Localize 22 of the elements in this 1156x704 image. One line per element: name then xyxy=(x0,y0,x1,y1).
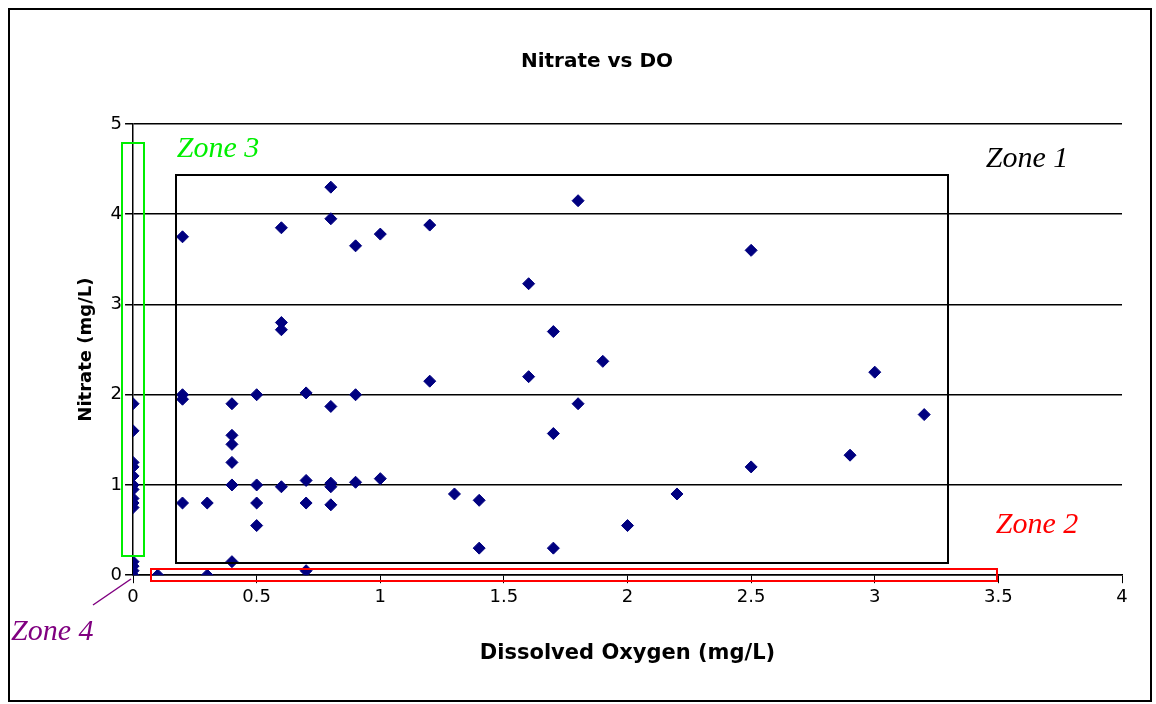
y-tick-label: 0 xyxy=(110,562,123,584)
y-tick-label: 1 xyxy=(110,472,123,494)
x-tick-label: 2 xyxy=(621,584,634,606)
annotation: Zone 1 xyxy=(985,139,1069,173)
y-tick-label: 4 xyxy=(110,201,123,223)
y-tick-label: 3 xyxy=(110,292,123,314)
x-tick-label: 4 xyxy=(1116,584,1128,606)
chart-title: Nitrate vs DO xyxy=(520,48,674,73)
x-tick-label: 2.5 xyxy=(736,584,766,606)
y-tick-label: 2 xyxy=(110,382,123,404)
y-axis-title: Nitrate (mg/L) xyxy=(74,277,96,422)
x-tick-label: 1 xyxy=(374,584,387,606)
x-tick-label: 3 xyxy=(869,584,881,606)
x-tick-label: 0.5 xyxy=(242,584,271,606)
x-tick-label: 0 xyxy=(127,584,139,606)
x-tick-label: 3.5 xyxy=(984,584,1013,606)
x-axis-title: Dissolved Oxygen (mg/L) xyxy=(479,639,776,664)
annotation: Zone 2 xyxy=(995,506,1079,540)
x-tick-label: 1.5 xyxy=(489,584,519,606)
annotation: Zone 3 xyxy=(176,129,260,163)
y-tick-label: 5 xyxy=(110,111,123,133)
text: Zone 4 xyxy=(11,613,94,648)
